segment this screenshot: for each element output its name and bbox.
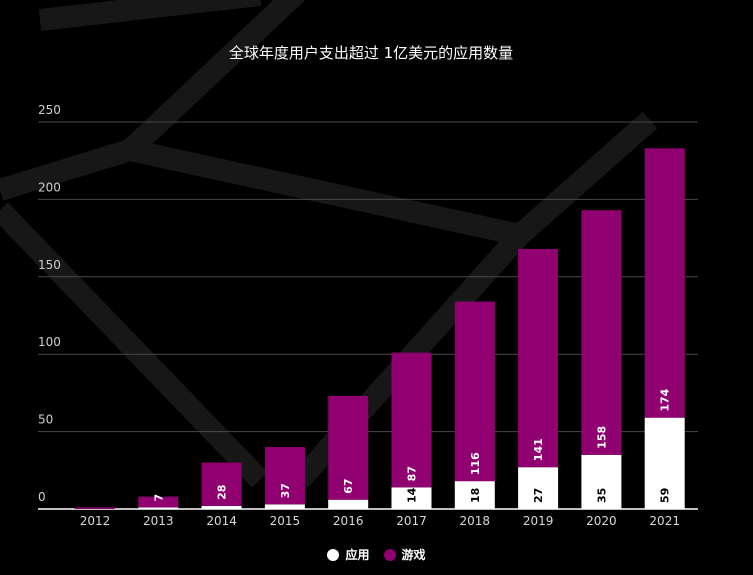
- bar-games-2019[interactable]: [518, 248, 559, 468]
- bar-apps-2021[interactable]: [644, 417, 685, 509]
- bar-games-2012[interactable]: [75, 507, 115, 509]
- value-label-games-2016: 67: [342, 478, 355, 493]
- bars: 7 28 37 67 14 87 18 116 27 141 35 158 59 174: [75, 148, 685, 509]
- x-tick-label-2014: 2014: [206, 514, 237, 528]
- bar-apps-2016[interactable]: [328, 499, 369, 509]
- legend-swatch-games: [383, 548, 396, 561]
- legend-item-apps[interactable]: 应用: [327, 546, 370, 563]
- bar-apps-2017[interactable]: [391, 487, 432, 509]
- y-tick-label-150: 150: [38, 258, 61, 272]
- y-tick-label-100: 100: [38, 335, 61, 349]
- value-label-games-2019: 141: [532, 438, 545, 461]
- bar-games-2021[interactable]: [644, 148, 685, 418]
- legend-swatch-apps: [327, 548, 340, 561]
- x-tick-label-2018: 2018: [460, 514, 491, 528]
- bar-apps-2014[interactable]: [201, 505, 242, 509]
- value-label-apps-2020: 35: [595, 488, 608, 503]
- bar-games-2017[interactable]: [391, 352, 432, 488]
- chart-title: 全球年度用户支出超过 1亿美元的应用数量: [229, 44, 513, 62]
- bar-games-2018[interactable]: [454, 301, 495, 482]
- y-axis: 0 50 100 150 200 250: [38, 103, 61, 504]
- value-label-games-2018: 116: [469, 452, 482, 475]
- value-label-games-2017: 87: [406, 466, 419, 481]
- value-label-games-2015: 37: [279, 483, 292, 498]
- bar-games-2013[interactable]: [138, 496, 179, 508]
- value-label-apps-2018: 18: [469, 488, 482, 503]
- x-tick-label-2016: 2016: [333, 514, 364, 528]
- legend-label-games: 游戏: [401, 548, 426, 562]
- bar-apps-2020[interactable]: [581, 454, 622, 509]
- bar-apps-2013[interactable]: [138, 507, 179, 509]
- x-tick-label-2019: 2019: [523, 514, 554, 528]
- x-tick-label-2015: 2015: [270, 514, 301, 528]
- x-axis: 2012 2013 2014 2015 2016 2017 2018 2019 2020 2021: [80, 514, 680, 528]
- x-tick-label-2012: 2012: [80, 514, 111, 528]
- x-tick-label-2017: 2017: [396, 514, 427, 528]
- bar-apps-2015[interactable]: [264, 504, 305, 509]
- y-tick-label-50: 50: [38, 413, 53, 427]
- bar-games-2016[interactable]: [328, 395, 369, 500]
- bar-games-2014[interactable]: [201, 462, 242, 506]
- value-label-games-2020: 158: [595, 426, 608, 449]
- bar-apps-2019[interactable]: [518, 467, 559, 509]
- x-tick-label-2013: 2013: [143, 514, 174, 528]
- value-label-games-2021: 174: [659, 388, 672, 411]
- legend: 应用 游戏: [0, 546, 753, 563]
- legend-label-apps: 应用: [345, 548, 370, 562]
- value-label-games-2014: 28: [216, 485, 229, 500]
- value-label-apps-2019: 27: [532, 488, 545, 503]
- value-label-games-2013: 7: [152, 494, 165, 502]
- y-tick-label-200: 200: [38, 180, 61, 194]
- y-tick-label-0: 0: [38, 490, 46, 504]
- value-label-apps-2021: 59: [659, 488, 672, 503]
- x-tick-label-2020: 2020: [586, 514, 617, 528]
- bar-games-2020[interactable]: [581, 210, 622, 455]
- bar-games-2015[interactable]: [264, 447, 305, 505]
- y-tick-label-250: 250: [38, 103, 61, 117]
- bar-apps-2018[interactable]: [454, 481, 495, 509]
- legend-item-games[interactable]: 游戏: [383, 546, 426, 563]
- x-tick-label-2021: 2021: [649, 514, 680, 528]
- value-label-apps-2017: 14: [406, 487, 419, 503]
